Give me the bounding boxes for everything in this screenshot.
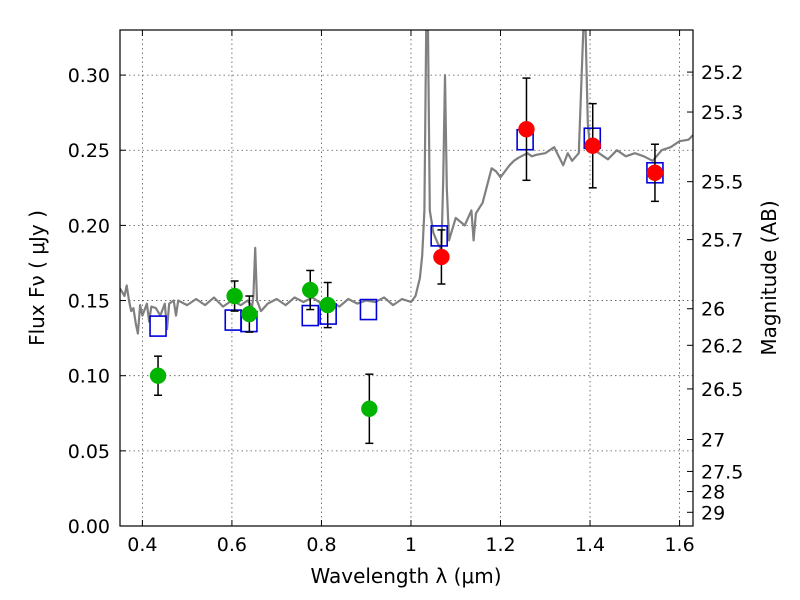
model-square-marker bbox=[149, 315, 167, 337]
right-axis-label: Magnitude (AB) bbox=[757, 200, 781, 355]
x-tick-label: 0.8 bbox=[306, 534, 336, 556]
right-tick-label: 27.5 bbox=[701, 461, 743, 483]
right-tick-label: 26.2 bbox=[701, 335, 743, 357]
right-tick-label: 25.7 bbox=[701, 230, 743, 252]
x-tick-label: 1.2 bbox=[485, 534, 515, 556]
y-tick-label: 0.25 bbox=[68, 140, 110, 162]
observed-nir-point bbox=[646, 164, 664, 182]
observed-optical-point bbox=[319, 296, 336, 314]
right-tick-label: 25.3 bbox=[701, 102, 743, 124]
x-tick-label: 0.4 bbox=[127, 534, 157, 556]
tick-layer: 0.4 0.6 0.8 1 1.2 1.4 1.6 0.00 0.05 0.10 0.15 0.20 0… bbox=[68, 30, 743, 556]
x-tick-label: 1 bbox=[405, 534, 417, 556]
y-tick-label: 0.10 bbox=[68, 366, 110, 388]
observed-optical-point bbox=[149, 367, 167, 384]
y-tick-label: 0.15 bbox=[68, 291, 110, 313]
x-tick-label: 0.6 bbox=[217, 534, 247, 556]
y-tick-label: 0.20 bbox=[68, 215, 110, 237]
observed-nir-point bbox=[433, 248, 450, 266]
data-layer bbox=[120, 30, 693, 335]
observed-optical-point bbox=[226, 287, 243, 305]
model-square-marker bbox=[359, 298, 378, 321]
right-tick-label: 28 bbox=[701, 482, 725, 504]
observed-optical-point bbox=[361, 400, 378, 418]
y-tick-label: 0.00 bbox=[68, 516, 110, 538]
right-tick-label: 25.2 bbox=[701, 62, 743, 84]
y-axis-label: Flux Fν ( μJy ) bbox=[25, 210, 49, 346]
spectrum-line bbox=[120, 30, 693, 335]
marker-layer bbox=[149, 77, 664, 445]
observed-nir-point bbox=[584, 137, 601, 154]
x-tick-label: 1.4 bbox=[575, 534, 605, 556]
observed-optical-point bbox=[241, 305, 258, 323]
x-tick-label: 1.6 bbox=[664, 534, 694, 556]
right-tick-label: 26 bbox=[701, 299, 725, 321]
plot-background bbox=[120, 30, 693, 526]
observed-optical-point bbox=[302, 281, 319, 299]
plot-frame bbox=[119, 29, 694, 527]
right-tick-label: 29 bbox=[701, 502, 725, 524]
right-tick-label: 27 bbox=[701, 430, 725, 452]
right-tick-label: 26.5 bbox=[701, 379, 743, 401]
model-square-marker bbox=[430, 225, 448, 247]
observed-nir-point bbox=[518, 120, 535, 138]
x-axis-label: Wavelength λ (μm) bbox=[310, 564, 501, 588]
y-tick-label: 0.30 bbox=[68, 65, 110, 87]
right-tick-label: 25.5 bbox=[701, 172, 743, 194]
y-tick-label: 0.05 bbox=[68, 441, 110, 463]
